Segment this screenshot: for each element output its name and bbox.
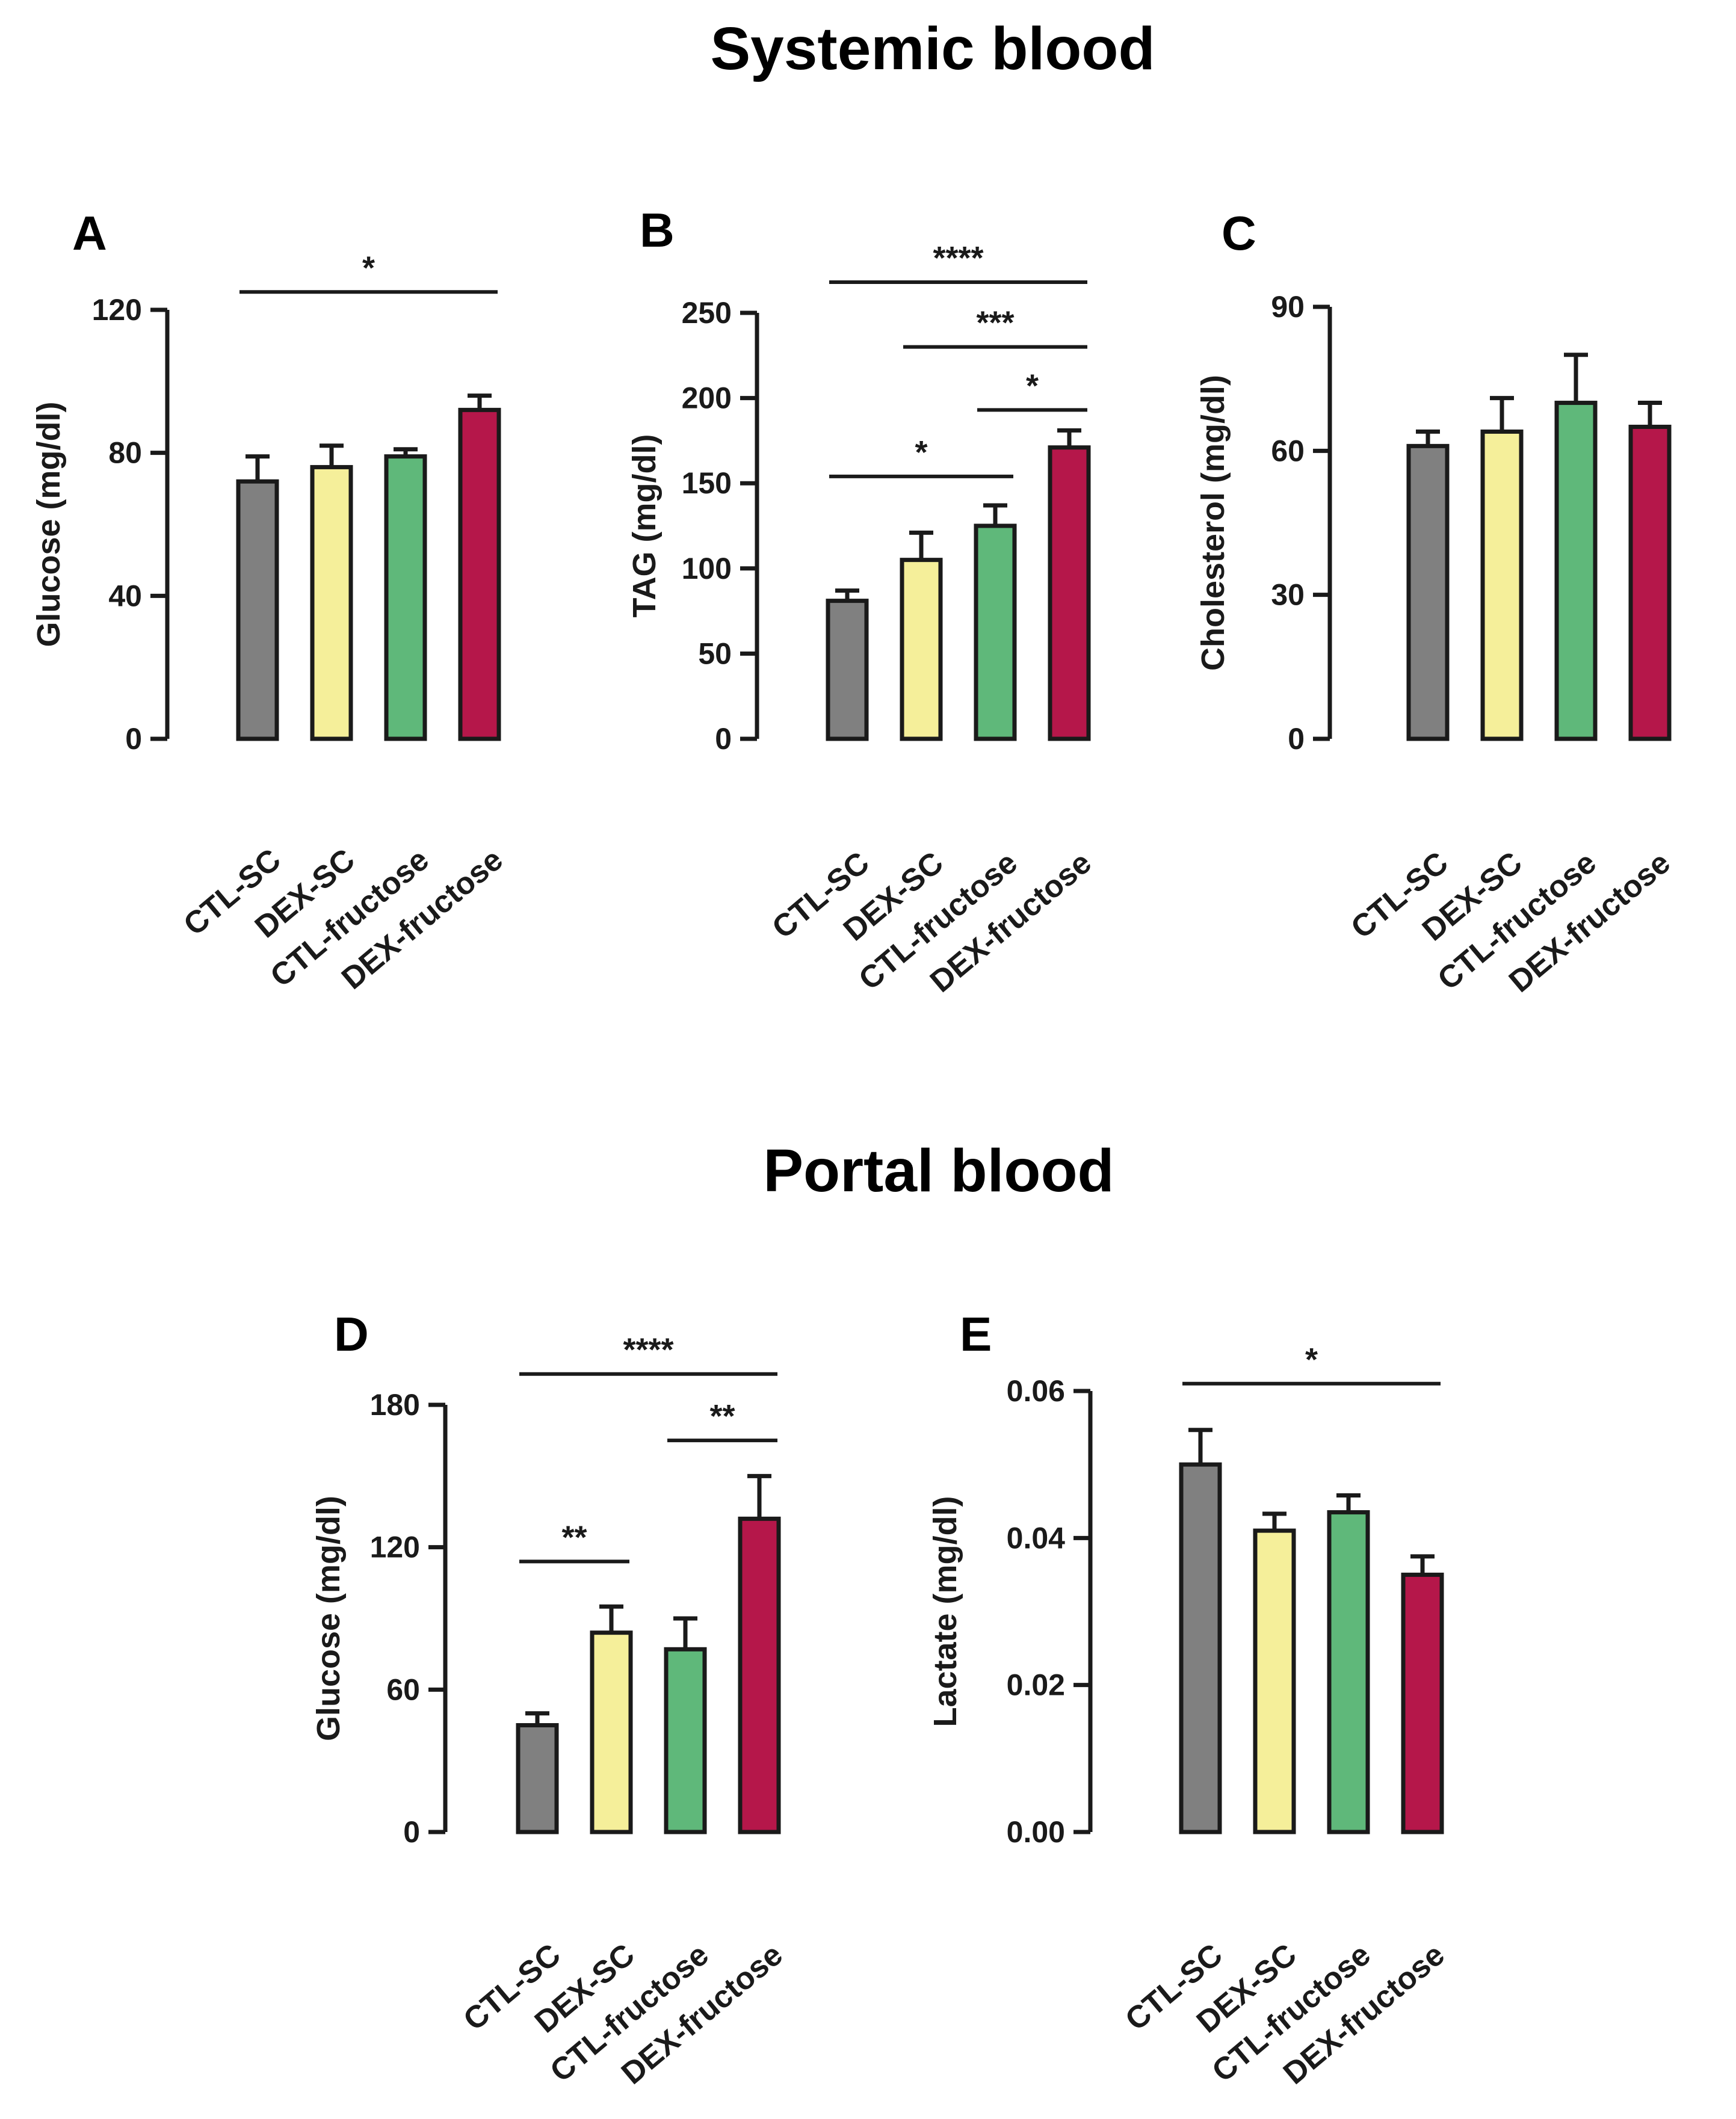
panel-letter-e: E [960, 1307, 992, 1361]
y-tick-label: 0 [125, 722, 142, 756]
y-tick-label: 150 [682, 466, 732, 500]
y-tick-label: 120 [370, 1531, 420, 1564]
y-tick-label: 80 [108, 436, 142, 470]
panel-letter-c: C [1222, 206, 1256, 260]
significance-label: * [915, 434, 927, 470]
bar-ctl-fructose [1554, 401, 1598, 741]
y-axis-title: TAG (mg/dl) [626, 434, 663, 618]
bar-dex-sc [900, 558, 943, 741]
bar-dex-fructose [738, 1516, 781, 1834]
y-tick-label: 0.00 [1007, 1815, 1065, 1849]
y-tick-label: 0 [1288, 722, 1305, 756]
y-tick-label: 100 [682, 552, 732, 585]
significance-label: * [1026, 368, 1039, 404]
y-tick-label: 0.06 [1007, 1374, 1065, 1408]
bar-ctl-sc [236, 479, 279, 741]
bar-dex-sc [310, 464, 353, 741]
bar-dex-sc [1253, 1528, 1296, 1834]
y-tick-label: 30 [1271, 578, 1305, 612]
bar-ctl-fructose [1327, 1510, 1370, 1834]
bar-ctl-sc [1406, 443, 1450, 741]
panel-letter-b: B [640, 203, 675, 257]
significance-label: ** [561, 1519, 587, 1555]
bar-ctl-sc [516, 1723, 559, 1834]
significance-label: *** [976, 305, 1014, 341]
y-tick-label: 0.04 [1007, 1521, 1066, 1555]
significance-label: **** [933, 240, 983, 276]
panel-letter-d: D [334, 1307, 369, 1361]
bar-ctl-fructose [974, 523, 1017, 741]
y-axis-title: Glucose (mg/dl) [31, 401, 67, 647]
y-tick-label: 180 [370, 1388, 420, 1422]
bar-dex-fructose [1401, 1572, 1444, 1834]
panel-letter-a: A [72, 206, 107, 260]
y-tick-label: 120 [92, 293, 142, 327]
y-tick-label: 40 [108, 579, 142, 612]
bar-dex-sc [1480, 429, 1524, 741]
bar-ctl-fructose [384, 454, 427, 741]
y-axis-title: Cholesterol (mg/dl) [1195, 375, 1231, 671]
significance-label: * [1305, 1342, 1318, 1378]
y-axis-title: Lactate (mg/dl) [927, 1496, 963, 1727]
y-tick-label: 200 [682, 381, 732, 415]
y-tick-label: 0 [715, 722, 732, 756]
portal-blood-title: Portal blood [763, 1137, 1114, 1204]
y-tick-label: 250 [682, 296, 732, 330]
bar-ctl-fructose [664, 1647, 707, 1834]
bar-ctl-sc [826, 599, 869, 741]
bar-dex-fructose [1628, 424, 1672, 741]
y-tick-label: 50 [698, 637, 732, 670]
y-tick-label: 0.02 [1007, 1668, 1065, 1702]
bar-dex-fructose [458, 407, 501, 741]
bar-ctl-sc [1179, 1462, 1222, 1834]
systemic-blood-title: Systemic blood [710, 15, 1155, 82]
bar-dex-fructose [1048, 445, 1091, 741]
y-axis-title: Glucose (mg/dl) [310, 1496, 347, 1741]
y-tick-label: 60 [386, 1673, 420, 1706]
y-tick-label: 60 [1271, 434, 1305, 467]
significance-label: * [362, 250, 375, 286]
bar-dex-sc [590, 1630, 633, 1834]
y-tick-label: 90 [1271, 290, 1305, 324]
y-tick-label: 0 [403, 1815, 420, 1849]
significance-label: **** [623, 1332, 673, 1368]
significance-label: ** [709, 1398, 735, 1434]
